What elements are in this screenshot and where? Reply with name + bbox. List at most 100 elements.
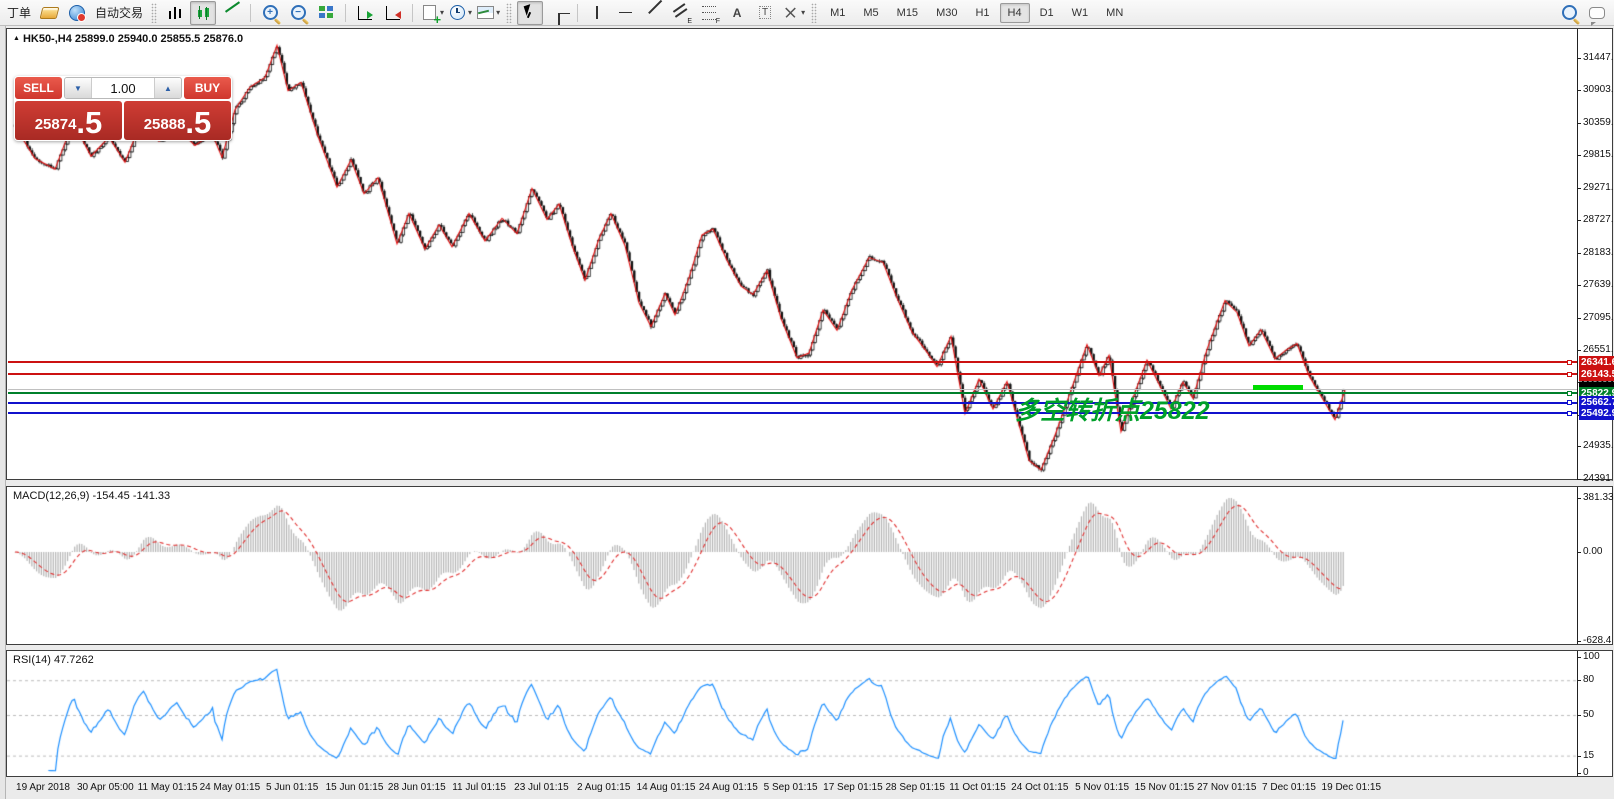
zoom-in-icon[interactable]: +	[257, 1, 283, 25]
date-label: 17 Sep 01:15	[823, 782, 883, 793]
price-tick: 29815.0	[1576, 149, 1614, 160]
candlestick-chart-icon[interactable]	[190, 0, 217, 25]
templates-icon	[476, 4, 494, 22]
line-handle[interactable]	[1567, 410, 1572, 416]
sell-button[interactable]: SELL	[15, 77, 62, 99]
date-label: 23 Jul 01:15	[514, 782, 569, 793]
date-label: 19 Apr 2018	[16, 782, 70, 793]
one-click-trading-widget: SELL ▼ 1.00 ▲ BUY 25874.5 25888.5	[14, 76, 232, 141]
horizontal-line-icon[interactable]	[612, 1, 638, 25]
price-tick: 28727.0	[1576, 214, 1614, 225]
line-handle[interactable]	[1567, 359, 1572, 365]
arrows-icon-dropdown[interactable]: ▾	[801, 8, 806, 17]
macd-tick: 0.00	[1576, 546, 1603, 557]
chart-title: ▲ HK50-,H4 25899.0 25940.0 25855.5 25876.…	[13, 33, 244, 45]
price-level-line-26143.5[interactable]	[8, 373, 1577, 376]
toolbar-drag-handle	[811, 2, 818, 23]
volume-input[interactable]: 1.00	[110, 80, 136, 96]
cursor-icon	[521, 4, 539, 22]
date-label: 28 Jun 01:15	[387, 782, 446, 793]
chart-shift-icon[interactable]	[380, 1, 406, 25]
timeframe-button-mn[interactable]: MN	[1106, 6, 1124, 19]
rsi-tick: 15	[1576, 749, 1595, 761]
tile-windows-icon[interactable]	[313, 1, 339, 25]
new-order-button-label[interactable]: 丁单	[7, 6, 32, 20]
bar-chart-icon	[166, 4, 184, 22]
timeframe-button-m30[interactable]: M30	[936, 6, 958, 19]
tile-windows-icon	[317, 4, 335, 22]
chat-icon[interactable]	[1584, 1, 1610, 25]
vertical-line-icon[interactable]	[584, 1, 610, 25]
rsi-tick: 50	[1576, 709, 1595, 720]
chart-annotation-text[interactable]: 多空转折点25822	[1015, 397, 1210, 425]
macd-tick: 381.33	[1577, 491, 1614, 503]
line-handle[interactable]	[1567, 371, 1572, 377]
price-level-label: 26143.5	[1579, 367, 1614, 381]
price-level-label: 25492.9	[1579, 406, 1614, 420]
line-chart-icon	[222, 4, 240, 22]
price-level-line-25822.9[interactable]	[8, 392, 1577, 395]
arrows-icon[interactable]: ▾	[780, 1, 806, 25]
rsi-tick: 100	[1577, 651, 1600, 662]
crosshair-icon[interactable]	[545, 1, 571, 25]
indicators-icon[interactable]: ▾	[419, 1, 445, 25]
timeframe-button-w1[interactable]: W1	[1071, 6, 1089, 19]
price-tick: 27095.0	[1576, 312, 1614, 323]
rsi-tick: 0	[1577, 767, 1589, 778]
auto-scroll-icon	[356, 4, 374, 22]
equidistant-channel-icon: E	[672, 4, 692, 25]
one-click-collapse-arrow[interactable]: ▲	[13, 35, 20, 42]
timeframe-button-m5[interactable]: M5	[863, 6, 879, 19]
zoom-out-icon: −	[289, 4, 307, 22]
periods-icon-dropdown[interactable]: ▾	[468, 8, 473, 17]
timeframe-button-h1[interactable]: H1	[975, 6, 990, 19]
price-level-line-25492.9[interactable]	[8, 412, 1577, 415]
fibonacci-icon[interactable]: F	[696, 1, 722, 25]
equidistant-channel-icon[interactable]: E	[668, 1, 694, 25]
bar-chart-icon[interactable]	[162, 1, 188, 25]
new-order-icon[interactable]	[36, 1, 62, 25]
auto-scroll-icon[interactable]	[352, 1, 378, 25]
timeframe-button-h4[interactable]: H4	[999, 2, 1030, 23]
periods-icon	[448, 4, 466, 22]
autotrading-icon[interactable]	[64, 1, 90, 25]
timeframe-button-m1[interactable]: M1	[830, 6, 846, 19]
sell-price-main: 25874	[34, 116, 77, 133]
line-handle[interactable]	[1567, 390, 1572, 396]
horizontal-line-icon	[616, 4, 634, 22]
price-tick: 31447.0	[1576, 52, 1614, 63]
periods-icon[interactable]: ▾	[447, 1, 473, 25]
buy-price-button[interactable]: 25888.5	[124, 101, 231, 140]
timeframe-button-m15[interactable]: M15	[896, 6, 919, 19]
rsi-panel: 100 80 50 15 0 RSI(14) 47.7262	[6, 650, 1613, 778]
volume-decrease-button[interactable]: ▼	[65, 78, 92, 98]
trendline-icon[interactable]	[640, 1, 666, 25]
buy-button[interactable]: BUY	[184, 77, 231, 99]
toolbar-separator	[250, 3, 252, 22]
zoom-out-icon[interactable]: −	[285, 1, 311, 25]
indicators-icon-dropdown[interactable]: ▾	[440, 8, 445, 17]
buy-price-main: 25888	[143, 116, 186, 133]
sell-price-button[interactable]: 25874.5	[15, 101, 122, 140]
volume-increase-button[interactable]: ▲	[154, 78, 181, 98]
price-level-line-26341.6[interactable]	[8, 361, 1577, 364]
cursor-icon[interactable]	[517, 0, 544, 25]
line-handle[interactable]	[1567, 400, 1572, 406]
buy-price-frac: .5	[185, 105, 212, 140]
timeframe-button-d1[interactable]: D1	[1039, 6, 1054, 19]
green-trend-segment[interactable]	[1253, 385, 1303, 390]
templates-icon-dropdown[interactable]: ▾	[496, 8, 501, 17]
candlestick-chart[interactable]	[7, 29, 1577, 479]
text-icon[interactable]: A	[724, 1, 750, 25]
price-tick: 27639.0	[1576, 279, 1614, 290]
autotrading-label[interactable]: 自动交易	[95, 6, 144, 20]
rsi-plot[interactable]	[7, 651, 1577, 776]
time-scale[interactable]: 19 Apr 2018 30 Apr 05:00 11 May 01:15 24 Ma…	[6, 779, 1613, 799]
line-chart-icon[interactable]	[218, 1, 244, 25]
macd-plot[interactable]	[7, 487, 1577, 644]
price-level-line-25662.7[interactable]	[8, 401, 1577, 404]
templates-icon[interactable]: ▾	[475, 1, 501, 25]
arrows-icon	[780, 3, 800, 22]
text-label-icon[interactable]: T	[752, 1, 778, 25]
search-icon[interactable]	[1556, 1, 1582, 25]
